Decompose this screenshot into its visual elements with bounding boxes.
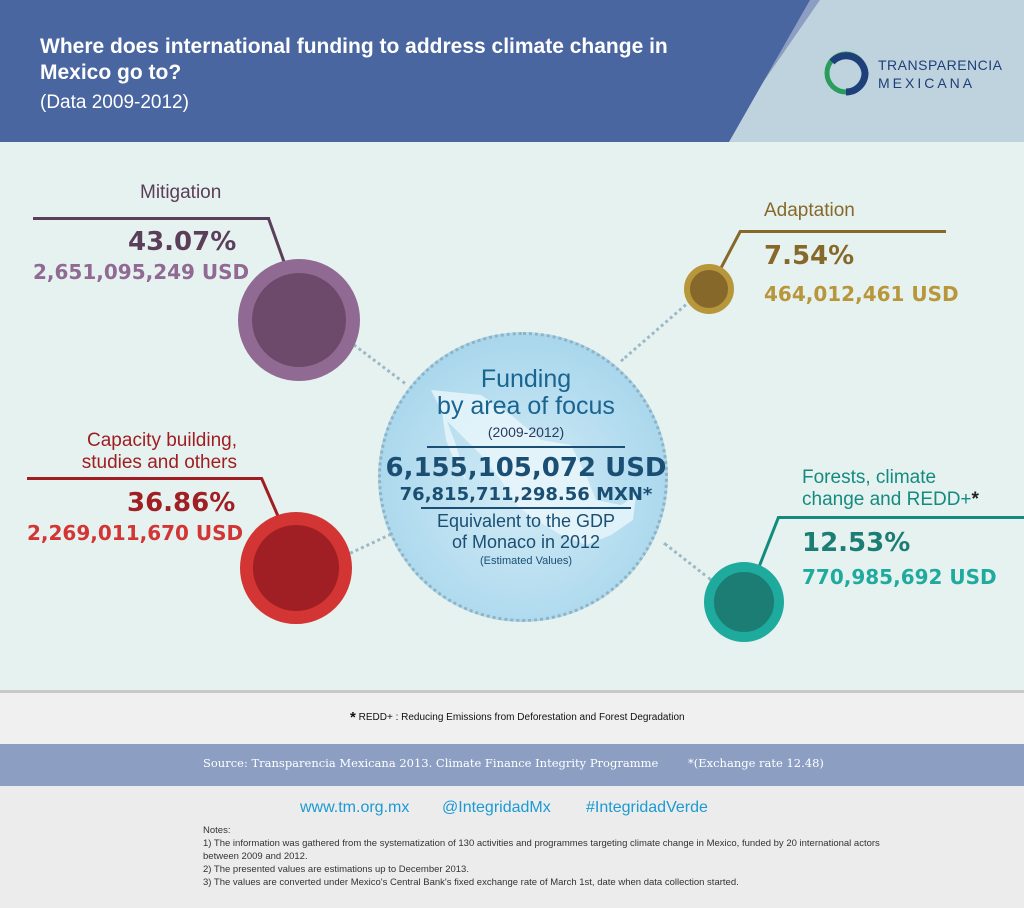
website-link[interactable]: www.tm.org.mx — [300, 799, 410, 816]
center-total-usd: 6,155,105,072 USD — [385, 453, 667, 483]
header-band-dark — [0, 0, 810, 142]
forests-label-line2-text: change and REDD+ — [802, 489, 972, 510]
center-estimated: (Estimated Values) — [479, 555, 573, 567]
capacity-percent: 36.86% — [127, 488, 236, 518]
forests-asterisk: * — [971, 489, 979, 510]
mitigation-rule — [33, 217, 270, 220]
adaptation-label: Adaptation — [764, 200, 855, 221]
note-2: 2) The presented values are estimations … — [203, 864, 469, 875]
redd-note-text: REDD+ : Reducing Emissions from Deforest… — [358, 712, 685, 723]
adaptation-percent: 7.54% — [764, 241, 855, 271]
center-period: (2009-2012) — [487, 424, 565, 440]
center-total-mxn: 76,815,711,298.56 MXN* — [399, 484, 653, 505]
main-panel: Mitigation 43.07% 2,651,095,249 USD Adap… — [0, 142, 1024, 690]
notes-title: Notes: — [203, 825, 231, 836]
center-rule-bottom — [421, 507, 631, 509]
redd-note: * REDD+ : Reducing Emissions from Defore… — [350, 709, 685, 726]
capacity-label-line1: Capacity building, — [87, 430, 237, 451]
note-1: 1) The information was gathered from the… — [203, 838, 880, 862]
forests-pointer — [755, 516, 781, 573]
twitter-handle-link[interactable]: @IntegridadMx — [442, 799, 551, 816]
transparencia-logo-icon — [824, 51, 869, 96]
adaptation-pointer — [719, 230, 743, 269]
capacity-circle — [240, 512, 352, 624]
mitigation-percent: 43.07% — [128, 227, 237, 257]
capacity-label: Capacity building, studies and others — [57, 430, 237, 474]
funding-circle — [378, 332, 668, 622]
logo-text-mexicana: MEXICANA — [878, 75, 976, 91]
forests-circle — [704, 562, 784, 642]
page-title: Where does international funding to addr… — [40, 35, 668, 84]
forests-label: Forests, climate change and REDD+* — [802, 467, 979, 511]
forests-percent: 12.53% — [802, 528, 911, 558]
mitigation-circle — [238, 259, 360, 381]
bottom-panel: www.tm.org.mx @IntegridadMx #IntegridadV… — [0, 786, 1024, 908]
redd-asterisk: * — [350, 709, 356, 726]
note-3: 3) The values are converted under Mexico… — [203, 877, 739, 888]
mitigation-label: Mitigation — [140, 182, 222, 203]
capacity-label-line2: studies and others — [81, 452, 237, 473]
center-title-line2: by area of focus — [437, 392, 615, 420]
capacity-usd: 2,269,011,670 USD — [27, 521, 244, 545]
center-gdp-line1: Equivalent to the GDP — [436, 511, 616, 531]
logo-text-transparencia: TRANSPARENCIA — [878, 57, 1003, 73]
adaptation-usd: 464,012,461 USD — [764, 282, 959, 306]
notes-block: Notes: 1) The information was gathered f… — [203, 824, 883, 889]
center-gdp-line2: of Monaco in 2012 — [451, 532, 601, 552]
mexico-map-icon — [431, 390, 636, 545]
forests-label-line2: change and REDD+* — [802, 489, 979, 511]
center-title-line1: Funding — [480, 365, 572, 393]
funding-center-text: Funding by area of focus (2009-2012) 6,1… — [378, 365, 674, 568]
page-subtitle: (Data 2009-2012) — [40, 92, 189, 113]
source-bar: Source: Transparencia Mexicana 2013. Cli… — [0, 744, 1024, 786]
hashtag-link[interactable]: #IntegridadVerde — [586, 799, 708, 816]
forests-usd: 770,985,692 USD — [802, 565, 997, 589]
capacity-rule — [27, 477, 262, 480]
header-banner: Where does international funding to addr… — [0, 0, 1024, 142]
source-text: Source: Transparencia Mexicana 2013. Cli… — [203, 756, 659, 770]
redd-note-bar: * REDD+ : Reducing Emissions from Defore… — [0, 690, 1024, 747]
forests-rule — [779, 516, 1024, 519]
exchange-rate-text: *(Exchange rate 12.48) — [688, 756, 824, 770]
adaptation-circle — [684, 264, 734, 314]
center-rule-top — [427, 446, 625, 448]
mitigation-usd: 2,651,095,249 USD — [33, 260, 250, 284]
forests-label-line1: Forests, climate — [802, 467, 937, 488]
adaptation-rule — [740, 230, 946, 233]
